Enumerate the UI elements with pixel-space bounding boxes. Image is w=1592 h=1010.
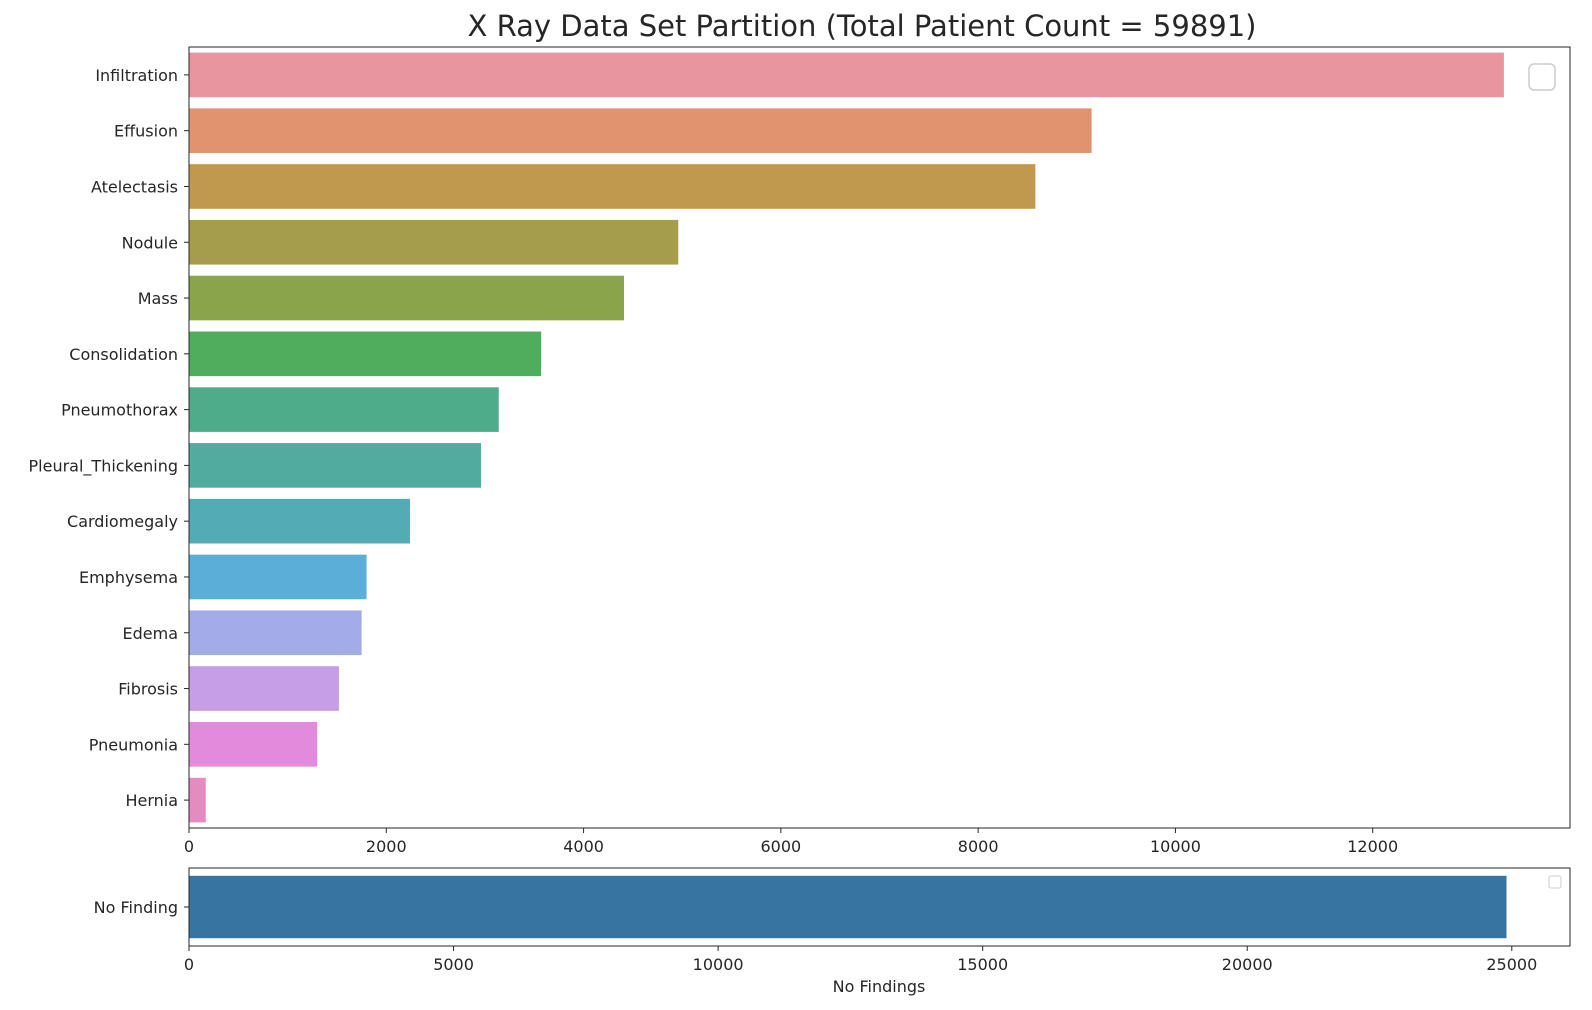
y-tick-label-emphysema: Emphysema — [79, 568, 178, 587]
top-category-labels: Infiltration Effusion Atelectasis Nodule Mas… — [29, 66, 189, 810]
x-tick-label-10000: 10000 — [693, 955, 744, 974]
y-tick-label-consolidation: Consolidation — [69, 345, 178, 364]
bar-atelectasis — [189, 164, 1036, 209]
bottom-axes-frame — [188, 867, 1571, 947]
bar-effusion — [189, 108, 1092, 153]
bar-emphysema — [189, 554, 367, 600]
y-tick-label-no-finding: No Finding — [94, 898, 178, 917]
chart-title: X Ray Data Set Partition (Total Patient … — [467, 9, 1256, 43]
top-axes: Infiltration Effusion Atelectasis Nodule Mas… — [29, 46, 1571, 856]
bottom-bars — [189, 875, 1507, 939]
x-tick-label-0: 0 — [184, 837, 194, 856]
bar-mass — [189, 275, 625, 321]
y-tick-label-hernia: Hernia — [125, 791, 178, 810]
x-tick-label-0: 0 — [184, 955, 194, 974]
y-tick-label-nodule: Nodule — [122, 233, 178, 252]
bar-hernia — [189, 777, 206, 823]
x-tick-label-12000: 12000 — [1347, 837, 1398, 856]
x-tick-label-8000: 8000 — [958, 837, 999, 856]
top-x-ticks: 0 2000 4000 6000 8000 10000 12000 — [184, 828, 1398, 856]
y-tick-label-pneumonia: Pneumonia — [89, 735, 178, 754]
bar-pleural-thickening — [189, 443, 481, 488]
bottom-x-axis-label: No Findings — [833, 977, 926, 996]
bar-cardiomegaly — [189, 498, 410, 544]
bottom-x-ticks: 0 5000 10000 15000 20000 25000 — [184, 946, 1537, 974]
bar-edema — [189, 610, 362, 656]
y-tick-label-fibrosis: Fibrosis — [118, 680, 178, 699]
bottom-category-labels: No Finding — [94, 898, 189, 917]
top-bars — [189, 52, 1504, 823]
x-tick-label-25000: 25000 — [1486, 955, 1537, 974]
y-tick-label-effusion: Effusion — [114, 122, 178, 141]
y-tick-label-infiltration: Infiltration — [95, 66, 178, 85]
x-tick-label-20000: 20000 — [1222, 955, 1273, 974]
bar-consolidation — [189, 331, 542, 377]
bar-infiltration — [189, 52, 1504, 98]
top-axes-frame — [188, 46, 1571, 829]
x-tick-label-5000: 5000 — [433, 955, 474, 974]
y-tick-label-edema: Edema — [123, 624, 179, 643]
x-tick-label-4000: 4000 — [563, 837, 604, 856]
top-legend-box — [1528, 63, 1556, 91]
bar-fibrosis — [189, 666, 339, 711]
x-tick-label-15000: 15000 — [957, 955, 1008, 974]
y-tick-label-pleural-thickening: Pleural_Thickening — [29, 456, 178, 476]
bottom-legend-box — [1548, 875, 1562, 889]
x-tick-label-6000: 6000 — [760, 837, 801, 856]
bottom-axes: No Finding 0 5000 10000 15000 20000 25000 No … — [94, 867, 1571, 996]
bar-pneumonia — [189, 722, 318, 767]
y-tick-label-cardiomegaly: Cardiomegaly — [67, 512, 178, 531]
x-tick-label-10000: 10000 — [1150, 837, 1201, 856]
y-tick-label-atelectasis: Atelectasis — [91, 177, 178, 196]
y-tick-label-mass: Mass — [138, 289, 178, 308]
x-tick-label-2000: 2000 — [366, 837, 407, 856]
bar-pneumothorax — [189, 387, 499, 432]
bar-no-finding — [189, 875, 1507, 939]
y-tick-label-pneumothorax: Pneumothorax — [61, 401, 178, 420]
bar-nodule — [189, 219, 679, 265]
